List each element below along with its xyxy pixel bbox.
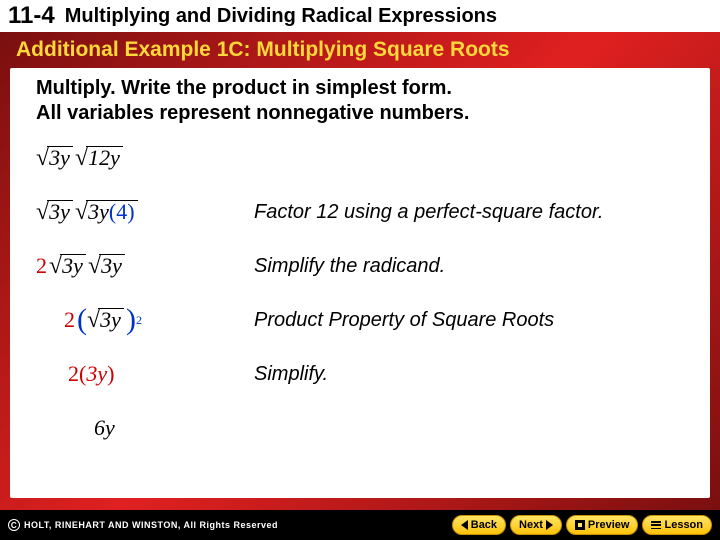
- step-4-expr: 2(3y): [24, 361, 254, 387]
- step-5: 6y: [24, 408, 696, 448]
- step-1-explanation: Factor 12 using a perfect-square factor.: [254, 201, 603, 224]
- content-area: Additional Example 1C: Multiplying Squar…: [0, 32, 720, 510]
- instruction-line1: Multiply. Write the product in simplest …: [36, 77, 452, 99]
- step-4-explanation: Simplify.: [254, 363, 328, 386]
- copyright-icon: C: [8, 519, 20, 531]
- step-0-expr: √3y √12y: [24, 146, 254, 170]
- lesson-icon: [651, 521, 661, 529]
- copyright-text: C HOLT, RINEHART AND WINSTON, All Rights…: [8, 519, 278, 531]
- main-panel: Multiply. Write the product in simplest …: [10, 68, 710, 498]
- step-3-explanation: Product Property of Square Roots: [254, 309, 554, 332]
- step-0: √3y √12y: [24, 138, 696, 178]
- instruction-line2: All variables represent nonnegative numb…: [36, 102, 469, 124]
- back-button[interactable]: Back: [452, 515, 506, 535]
- section-title: Multiplying and Dividing Radical Express…: [65, 5, 497, 28]
- step-1-expr: √3y √3y(4): [24, 200, 254, 224]
- step-3: 2 ( √3y ) 2 Product Property of Square R…: [24, 300, 696, 340]
- preview-button[interactable]: Preview: [566, 515, 639, 535]
- next-button[interactable]: Next: [510, 515, 562, 535]
- example-subtitle: Additional Example 1C: Multiplying Squar…: [10, 36, 710, 68]
- preview-icon: [575, 520, 585, 530]
- step-4: 2(3y) Simplify.: [24, 354, 696, 394]
- section-number: 11-4: [8, 2, 55, 30]
- lesson-button[interactable]: Lesson: [642, 515, 712, 535]
- footer: C HOLT, RINEHART AND WINSTON, All Rights…: [0, 510, 720, 540]
- step-1: √3y √3y(4) Factor 12 using a perfect-squ…: [24, 192, 696, 232]
- instruction-text: Multiply. Write the product in simplest …: [24, 76, 696, 126]
- step-5-result: 6y: [24, 415, 254, 441]
- step-2-explanation: Simplify the radicand.: [254, 255, 445, 278]
- step-3-expr: 2 ( √3y ) 2: [24, 307, 254, 333]
- step-2-expr: 2 √3y √3y: [24, 253, 254, 279]
- triangle-left-icon: [461, 520, 468, 530]
- nav-buttons: Back Next Preview Lesson: [452, 515, 712, 535]
- slide-header: 11-4 Multiplying and Dividing Radical Ex…: [0, 0, 720, 32]
- triangle-right-icon: [546, 520, 553, 530]
- step-2: 2 √3y √3y Simplify the radicand.: [24, 246, 696, 286]
